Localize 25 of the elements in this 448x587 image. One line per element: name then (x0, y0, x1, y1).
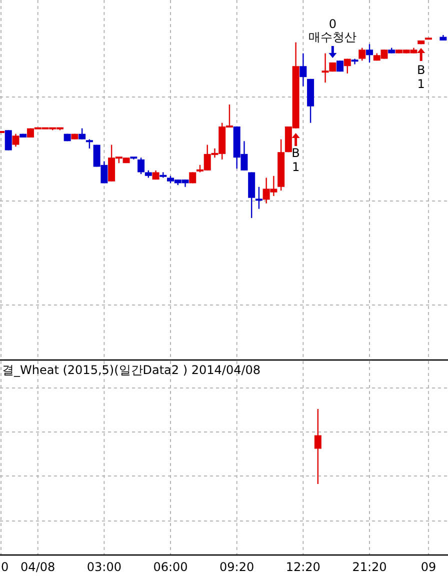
text: 0 (328, 17, 336, 31)
x-tick-label: 21:20 (352, 560, 387, 574)
candlestick (4, 130, 12, 151)
annotation: B (416, 63, 426, 77)
candlestick (358, 47, 366, 62)
candlestick (366, 44, 373, 64)
x-tick-label: 12:20 (286, 560, 320, 574)
candlestick (255, 186, 262, 210)
candlestick (12, 133, 20, 148)
candlestick (300, 52, 307, 87)
x-tick-label: 0 (1, 560, 9, 574)
x-tick-label: 06:00 (153, 560, 188, 574)
annotation: B (292, 146, 300, 160)
annotation: 1 (417, 77, 425, 91)
candlestick (78, 128, 86, 140)
x-tick-label: 04/08 (20, 560, 56, 574)
candlestick (138, 157, 145, 175)
candlestick (344, 58, 351, 74)
candlestick (86, 138, 93, 150)
x-tick-label: 09 (420, 560, 436, 574)
annotation: 1 (292, 160, 300, 174)
annotation: 매수청산 (308, 30, 357, 44)
x-tick-label: 09:20 (220, 560, 254, 574)
x-tick-label: 03:00 (86, 560, 122, 574)
chart-title: 결_Wheat (2015,5)(일간Data2 ) 2014/04/08 (2, 363, 261, 377)
